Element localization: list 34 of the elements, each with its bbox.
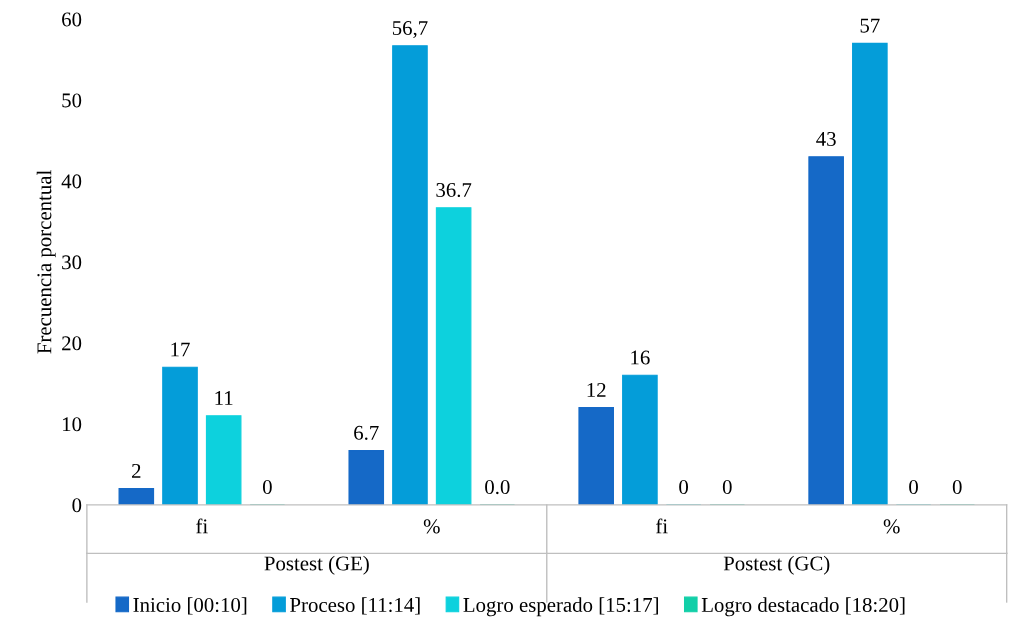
y-tick-label: 60	[62, 12, 82, 27]
data-label: 16	[631, 350, 650, 365]
y-tick-label: 30	[62, 255, 82, 270]
y-axis-title: Frecuencia porcentual	[36, 170, 56, 354]
data-label: 2	[132, 463, 141, 478]
y-tick-label: 20	[62, 336, 82, 351]
y-tick-label: 0	[72, 498, 82, 513]
data-label: 0.0	[485, 480, 510, 495]
x-tick-label: fi	[196, 518, 208, 534]
text: Postest (GE)	[264, 555, 369, 575]
data-label: 12	[587, 382, 606, 397]
data-label: 57	[860, 18, 880, 33]
data-label: 36.7	[436, 182, 472, 198]
data-label: 11	[215, 391, 233, 405]
data-label: 0	[262, 480, 272, 495]
y-tick-label: 40	[61, 174, 82, 189]
x-tick-label: fi	[656, 518, 668, 534]
data-label: 0	[722, 480, 732, 495]
y-tick-label: 10	[63, 417, 82, 432]
y-tick-label: 50	[62, 93, 82, 108]
data-label: 43	[816, 131, 836, 146]
legend-label: Inicio [00:10]	[133, 597, 247, 615]
data-label: 0	[909, 480, 918, 495]
data-label: 56,7	[392, 21, 428, 39]
x-tick-label: %	[883, 519, 900, 534]
data-label: 0	[952, 480, 962, 495]
data-label: 6.7	[354, 425, 379, 440]
legend-label: Proceso [11:14]	[290, 597, 420, 615]
data-label: 17	[171, 342, 190, 357]
legend-label: Logro esperado [15:17]	[463, 597, 658, 617]
data-label: 0	[679, 480, 688, 495]
x-tick-label: %	[423, 519, 440, 534]
text: Postest (GC)	[723, 555, 830, 575]
legend-label: Logro destacado [18:20]	[701, 597, 905, 617]
